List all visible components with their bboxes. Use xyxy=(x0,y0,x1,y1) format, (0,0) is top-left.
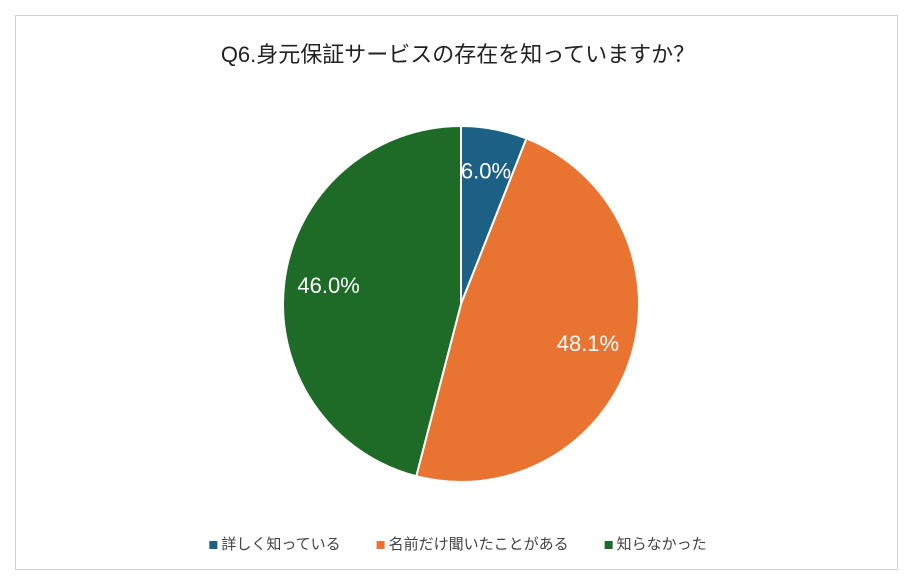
pie: 6.0% 48.1% 46.0% xyxy=(282,124,640,483)
legend-marker xyxy=(604,541,613,549)
pie-slice xyxy=(415,137,640,483)
legend-label: 詳しく知っている xyxy=(221,536,340,553)
legend-marker xyxy=(376,541,385,549)
legend-label: 知らなかった xyxy=(617,536,707,553)
legend-label: 名前だけ聞いたことがある xyxy=(389,536,569,553)
data-label: 6.0% xyxy=(461,159,511,184)
data-label: 46.0% xyxy=(297,273,359,298)
legend-marker xyxy=(209,541,218,549)
data-label: 48.1% xyxy=(557,331,619,356)
legend: 詳しく知っている 名前だけ聞いたことがある 知らなかった xyxy=(209,536,707,553)
pie-slice xyxy=(282,124,462,478)
chart-title: Q6.身元保証サービスの存在を知っていますか？ xyxy=(221,42,695,67)
